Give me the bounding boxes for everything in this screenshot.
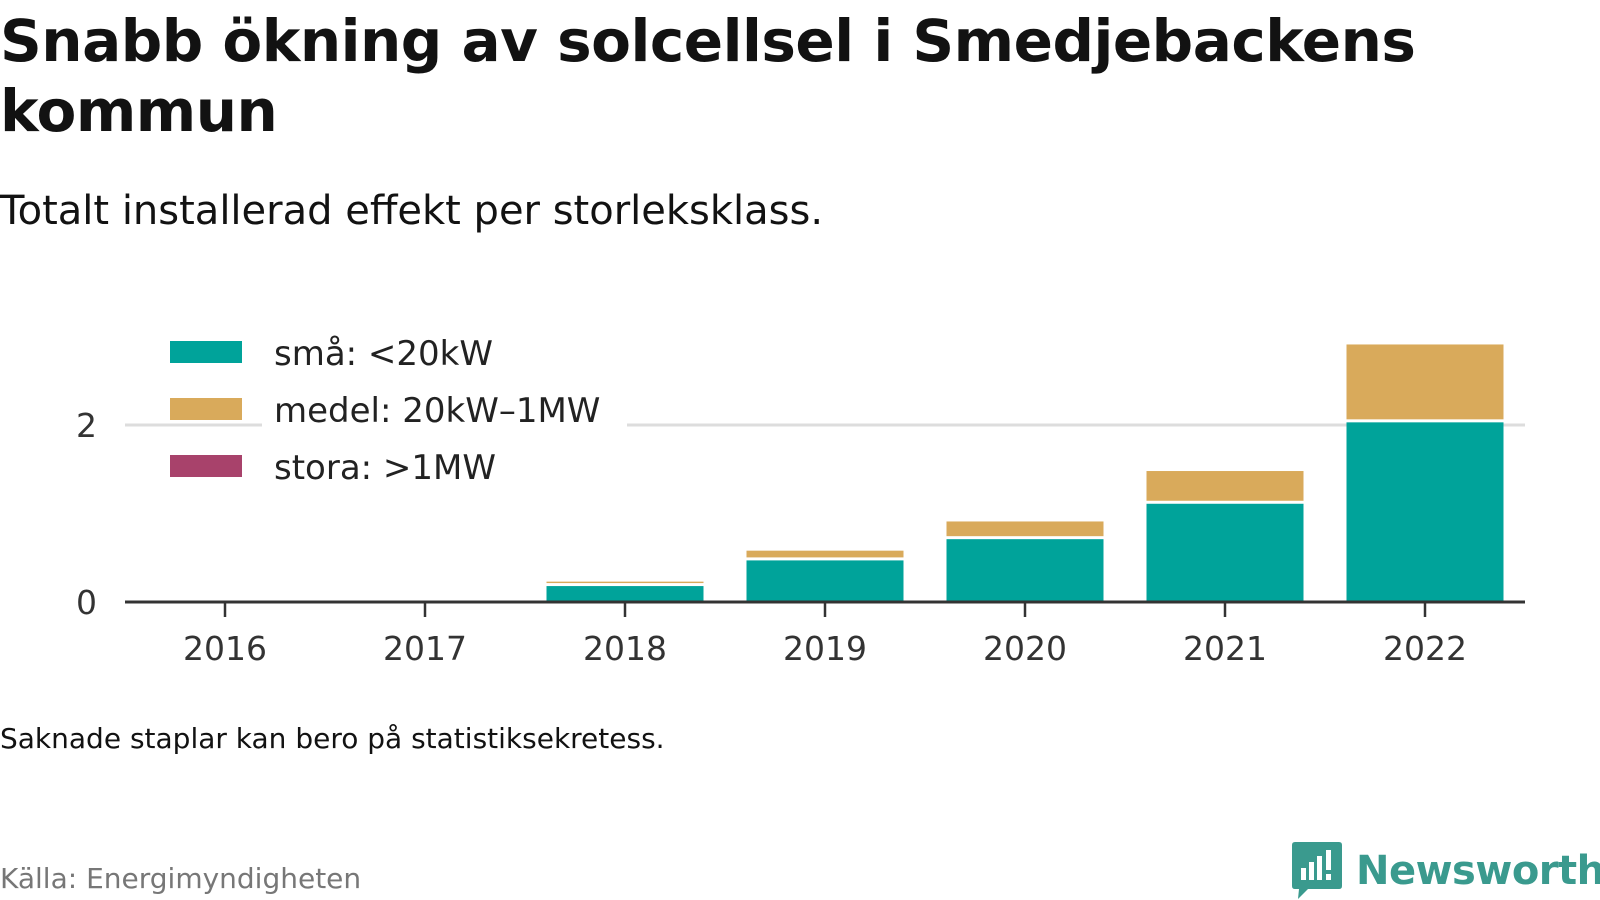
legend-backdrop bbox=[262, 444, 627, 488]
bars bbox=[546, 344, 1504, 602]
bar-2019-series-2 bbox=[746, 550, 904, 558]
x-tick-label-2020: 2020 bbox=[983, 629, 1067, 668]
y-tick-label-0: 0 bbox=[76, 583, 97, 622]
x-tick-label-2022: 2022 bbox=[1383, 629, 1467, 668]
legend-backdrop bbox=[262, 387, 627, 431]
chart-title: Snabb ökning av solcellsel i Smedjebacke… bbox=[0, 7, 1416, 145]
x-tick-label-2018: 2018 bbox=[583, 629, 667, 668]
chart-subtitle: Totalt installerad effekt per storlekskl… bbox=[0, 188, 824, 234]
x-axis-tick-labels: 2016 2017 2018 2019 2020 2021 2022 bbox=[183, 629, 1467, 668]
legend-label-3: stora: >1MW bbox=[274, 448, 496, 488]
legend-backdrop bbox=[262, 330, 627, 374]
legend-swatch-2 bbox=[170, 398, 242, 420]
source-credit: Källa: Energimyndigheten bbox=[0, 862, 362, 895]
newsworthy-chart-bubble-icon bbox=[1292, 842, 1342, 899]
brand-name: Newsworthy bbox=[1356, 848, 1600, 894]
x-tick-label-2019: 2019 bbox=[783, 629, 867, 668]
bar-2021-series-2 bbox=[1146, 471, 1304, 501]
bar-2018-series-1 bbox=[546, 586, 704, 602]
footnote: Saknade staplar kan bero på statistiksek… bbox=[0, 722, 665, 755]
legend-swatch-1 bbox=[170, 341, 242, 363]
legend-label-2: medel: 20kW–1MW bbox=[274, 391, 600, 431]
bar-2020-series-2 bbox=[946, 521, 1104, 537]
brand-logo: Newsworthy bbox=[1292, 842, 1600, 900]
legend-swatch-3 bbox=[170, 455, 242, 477]
legend-label-1: små: <20kW bbox=[274, 334, 493, 374]
bar-2019-series-1 bbox=[746, 560, 904, 602]
bar-2020-series-1 bbox=[946, 539, 1104, 602]
legend: små: <20kW medel: 20kW–1MW stora: >1MW bbox=[170, 330, 627, 488]
x-tick-label-2017: 2017 bbox=[383, 629, 467, 668]
y-axis-tick-labels: 02 bbox=[76, 406, 97, 622]
x-tick-label-2021: 2021 bbox=[1183, 629, 1267, 668]
x-axis bbox=[125, 600, 1525, 617]
bar-2022-series-1 bbox=[1346, 422, 1504, 602]
x-tick-label-2016: 2016 bbox=[183, 629, 267, 668]
bar-2018-series-2 bbox=[546, 581, 704, 584]
y-tick-label-2: 2 bbox=[76, 406, 97, 445]
bar-2021-series-1 bbox=[1146, 503, 1304, 602]
bar-2022-series-2 bbox=[1346, 344, 1504, 420]
